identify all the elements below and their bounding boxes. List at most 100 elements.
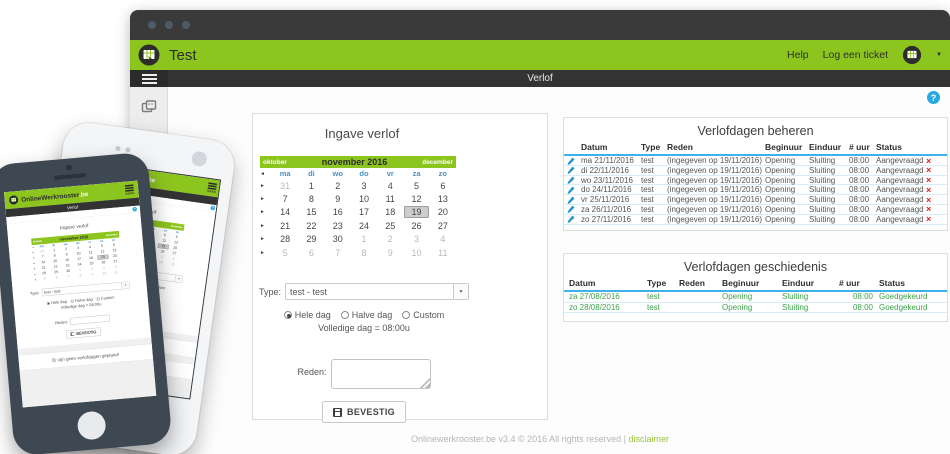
account-menu-caret-icon[interactable]: ▼ — [936, 52, 942, 58]
edit-icon[interactable] — [567, 196, 575, 204]
type-select[interactable]: test - test ▼ — [285, 283, 469, 301]
edit-icon[interactable] — [567, 186, 575, 194]
radio-checked-icon — [283, 311, 292, 320]
radio-custom[interactable]: Custom — [402, 310, 444, 320]
select-caret-icon[interactable]: ▼ — [453, 284, 468, 300]
delete-icon[interactable]: × — [926, 175, 932, 186]
column-header: Reden — [667, 142, 693, 152]
account-avatar[interactable] — [902, 45, 922, 65]
calendar-day[interactable]: 4 — [440, 234, 446, 245]
disclaimer-link[interactable]: disclaimer — [628, 434, 670, 444]
page-title: Test — [169, 46, 197, 64]
calendar-day[interactable]: 10 — [411, 247, 422, 258]
calendar-day[interactable]: 8 — [308, 194, 314, 205]
delete-icon[interactable]: × — [926, 204, 932, 215]
cell-einduur: Sluiting — [809, 165, 836, 175]
radio-halve-dag[interactable]: Halve dag — [340, 310, 392, 320]
week-select-icon[interactable] — [260, 209, 272, 215]
edit-icon[interactable] — [567, 205, 575, 214]
help-link[interactable]: Help — [787, 49, 809, 61]
calendar-day[interactable]: 28 — [280, 234, 291, 245]
cell-uur: 08:00 — [852, 292, 873, 302]
calendar-day[interactable]: 2 — [387, 234, 393, 245]
delete-icon[interactable]: × — [926, 184, 932, 195]
cell-status: Aangevraagd — [876, 204, 924, 214]
calendar-day[interactable]: 4 — [387, 180, 393, 191]
cell-datum: za 27/08/2016 — [569, 292, 620, 302]
calendar-day[interactable]: 23 — [332, 220, 343, 231]
delete-icon[interactable]: × — [926, 155, 932, 166]
week-select-icon[interactable] — [260, 196, 272, 202]
calendar-day[interactable]: 15 — [306, 207, 317, 218]
calendar-day[interactable]: 31 — [280, 180, 291, 191]
calendar-day[interactable]: 13 — [437, 194, 448, 205]
calendar-day[interactable]: 25 — [385, 220, 396, 231]
calendar-day[interactable]: 11 — [385, 194, 395, 205]
calendar-day[interactable]: 14 — [280, 207, 291, 218]
calendar-day[interactable]: 7 — [335, 247, 341, 258]
calendar-day[interactable]: 3 — [414, 234, 420, 245]
calendar-day[interactable]: 3 — [361, 180, 367, 191]
calendar-day[interactable]: 6 — [440, 180, 446, 191]
calendar-day[interactable]: 30 — [332, 234, 343, 245]
calendar-day[interactable]: 24 — [358, 220, 369, 231]
speaker-icon — [53, 173, 86, 180]
calendar-day[interactable]: 5 — [414, 180, 420, 191]
mobile-menu-icon: MENU — [207, 182, 218, 194]
calendar-day[interactable]: 22 — [306, 220, 317, 231]
log-ticket-link[interactable]: Log een ticket — [822, 49, 889, 61]
calendar-day[interactable]: 20 — [437, 207, 448, 218]
calendar-next-month-link[interactable]: december — [422, 158, 453, 166]
calendar-day[interactable]: 8 — [361, 247, 367, 258]
calendar-prev-month-link[interactable]: oktober — [263, 158, 287, 166]
help-icon[interactable]: ? — [927, 91, 940, 104]
cell-einduur: Sluiting — [782, 302, 809, 312]
week-select-icon[interactable] — [260, 236, 272, 242]
confirm-button[interactable]: BEVESTIG — [322, 401, 406, 424]
copy-pages-icon[interactable] — [141, 99, 157, 115]
calendar-day[interactable]: 9 — [335, 194, 341, 205]
cell-datum: zo 27/11/2016 — [581, 214, 632, 224]
column-header: Datum — [569, 278, 596, 288]
calendar-day[interactable]: 17 — [358, 207, 369, 218]
edit-icon[interactable] — [567, 166, 575, 175]
calendar-day[interactable]: 27 — [437, 220, 448, 231]
calendar-day[interactable]: 18 — [385, 207, 396, 218]
column-header: Status — [876, 142, 902, 152]
delete-icon[interactable]: × — [926, 194, 932, 205]
calendar-day[interactable]: 12 — [411, 194, 422, 205]
calendar-day[interactable]: 29 — [306, 234, 317, 245]
calendar-day[interactable]: 19 — [404, 206, 429, 219]
calendar-day[interactable]: 11 — [438, 247, 448, 258]
menu-hamburger-icon[interactable] — [130, 70, 168, 87]
calendar-day[interactable]: 6 — [308, 247, 314, 258]
calendar-dayname: zo — [438, 169, 447, 178]
edit-icon[interactable] — [567, 215, 575, 224]
calendar-day[interactable]: 21 — [280, 220, 291, 231]
calendar-day[interactable]: 2 — [335, 180, 341, 191]
edit-icon[interactable] — [567, 157, 575, 165]
table-row: di 22/11/2016 test (ingegeven op 19/11/2… — [564, 166, 947, 176]
edit-icon[interactable] — [567, 176, 575, 185]
calendar-day[interactable]: 9 — [387, 247, 393, 258]
calendar-day[interactable]: 1 — [361, 234, 367, 245]
calendar-day[interactable]: 5 — [282, 247, 288, 258]
home-button — [76, 410, 107, 441]
radio-hele-dag[interactable]: Hele dag — [283, 310, 331, 320]
delete-icon[interactable]: × — [926, 214, 932, 225]
column-header: Beginuur — [765, 142, 803, 152]
week-select-icon[interactable] — [260, 183, 272, 189]
calendar-day[interactable]: 16 — [332, 207, 343, 218]
calendar-day[interactable]: 10 — [358, 194, 369, 205]
cell-einduur: Sluiting — [782, 292, 809, 302]
calendar-day[interactable]: 7 — [282, 194, 288, 205]
delete-icon[interactable]: × — [926, 165, 932, 176]
reason-textarea[interactable] — [330, 359, 431, 390]
calendar-day[interactable]: 26 — [411, 220, 422, 231]
week-select-icon[interactable] — [260, 223, 272, 229]
calendar-day[interactable]: 1 — [308, 180, 314, 191]
cell-type: test — [641, 156, 654, 165]
week-select-icon[interactable] — [260, 250, 272, 256]
mobile-help-icon: ? — [132, 206, 138, 212]
